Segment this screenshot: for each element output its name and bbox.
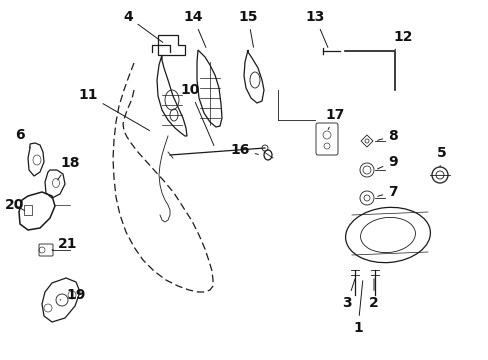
Text: 13: 13: [305, 10, 327, 48]
Text: 2: 2: [368, 279, 378, 310]
Text: 14: 14: [183, 10, 205, 48]
Text: 18: 18: [58, 156, 80, 180]
Text: 12: 12: [392, 30, 412, 50]
Text: 20: 20: [5, 198, 24, 212]
Text: 3: 3: [342, 279, 354, 310]
Text: 10: 10: [180, 83, 213, 145]
Text: 19: 19: [60, 288, 85, 302]
Text: 9: 9: [377, 155, 397, 169]
Text: 4: 4: [123, 10, 163, 42]
Text: 16: 16: [230, 143, 258, 157]
Text: 8: 8: [377, 129, 397, 143]
Text: 15: 15: [238, 10, 257, 47]
Text: 21: 21: [52, 237, 78, 251]
Text: 11: 11: [78, 88, 149, 131]
Text: 17: 17: [325, 108, 344, 130]
Text: 7: 7: [377, 185, 397, 199]
Text: 6: 6: [15, 128, 30, 148]
Text: 1: 1: [352, 281, 362, 335]
Text: 5: 5: [436, 146, 446, 167]
